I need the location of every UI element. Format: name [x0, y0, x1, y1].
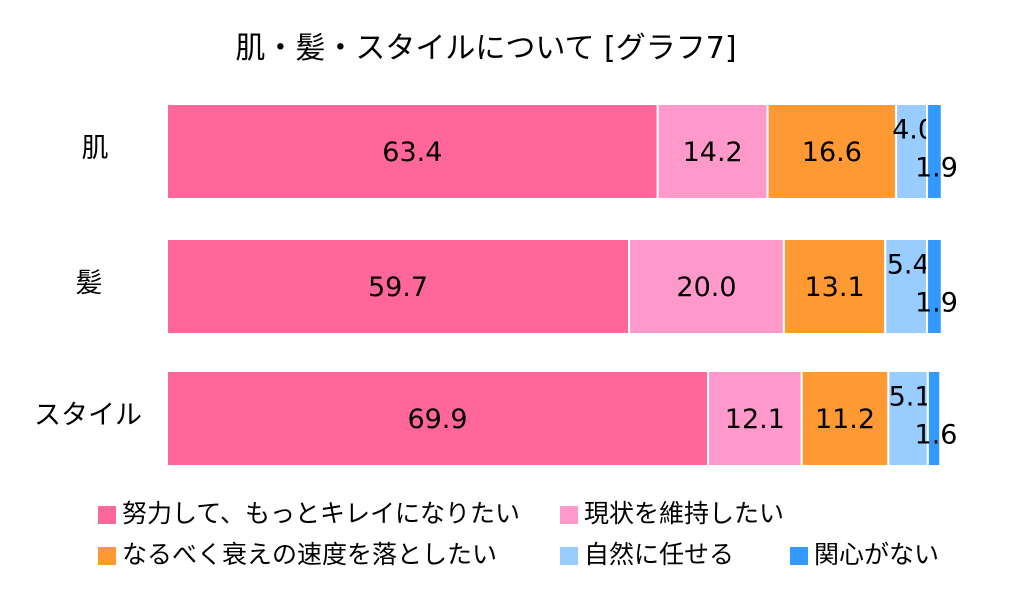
- data-label: 14.2: [683, 137, 743, 168]
- data-label: 5.4: [887, 250, 930, 281]
- bar-segment: [884, 238, 929, 335]
- data-label: 13.1: [805, 272, 865, 303]
- data-label: 11.2: [815, 404, 875, 435]
- legend-label: 現状を維持したい: [584, 499, 784, 528]
- data-label: 12.1: [725, 404, 785, 435]
- bar-segment: [926, 370, 942, 467]
- bar-segment: [628, 238, 785, 335]
- data-label: 16.6: [802, 137, 862, 168]
- data-label: 1.9: [915, 288, 958, 319]
- legend-label: なるべく衰えの速度を落としたい: [122, 540, 497, 569]
- chart-title: 肌・髪・スタイルについて [グラフ7]: [235, 31, 736, 66]
- bar-segment: [800, 370, 890, 467]
- legend-swatch: [560, 506, 578, 524]
- legend-swatch: [98, 506, 116, 524]
- data-label: 63.4: [382, 137, 442, 168]
- data-label: 1.9: [915, 153, 958, 184]
- legend-swatch: [98, 547, 116, 565]
- category-label: 髪: [76, 268, 103, 299]
- bar-segment: [166, 103, 659, 200]
- data-label: 5.1: [889, 382, 932, 413]
- category-label: 肌: [82, 133, 109, 164]
- bar-segment: [926, 103, 943, 200]
- bar-segment: [707, 370, 803, 467]
- legend-swatch: [560, 547, 578, 565]
- bar-segment: [766, 103, 898, 200]
- data-label: 59.7: [368, 272, 428, 303]
- bar-segment: [926, 238, 943, 335]
- data-label: 1.6: [915, 420, 958, 451]
- bar-segment: [887, 370, 929, 467]
- legend-label: 努力して、もっとキレイになりたい: [122, 499, 520, 528]
- data-label: 69.9: [407, 404, 467, 435]
- legend-swatch: [790, 547, 808, 565]
- bar-segment: [166, 238, 631, 335]
- category-label: スタイル: [34, 400, 142, 431]
- data-label: 20.0: [676, 272, 736, 303]
- bars-layer: 肌 63.4 14.2 16.64.01.9髪 59.7 20.0 13.15.41.9スタ…: [34, 103, 958, 467]
- legend-label: 自然に任せる: [584, 540, 734, 569]
- legend-label: 関心がない: [814, 540, 939, 569]
- bar-segment: [166, 370, 710, 467]
- bar-segment: [656, 103, 769, 200]
